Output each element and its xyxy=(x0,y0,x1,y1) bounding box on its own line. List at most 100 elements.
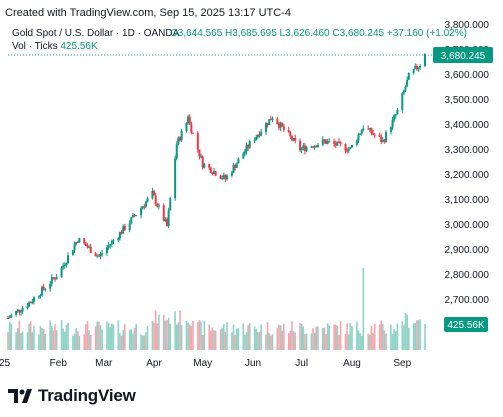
candle-body xyxy=(213,171,216,174)
candle-body xyxy=(404,86,407,91)
tradingview-logo-icon xyxy=(8,389,32,403)
time-axis[interactable]: 2025 Feb Mar Apr May Jun Jul Aug Sep xyxy=(0,358,412,369)
candle-body xyxy=(71,250,74,256)
volume-bar xyxy=(357,330,360,350)
volume-bar xyxy=(133,327,136,350)
volume-bar xyxy=(253,326,256,350)
candle-body xyxy=(49,283,52,289)
candle-body xyxy=(391,119,394,128)
candle-body xyxy=(253,140,256,142)
candle-body xyxy=(389,127,392,133)
candle-body xyxy=(10,314,13,318)
volume-bar xyxy=(83,334,86,350)
volume-bar xyxy=(132,333,134,350)
candle-body xyxy=(62,265,65,268)
close-value: 3,680.245 xyxy=(339,28,385,39)
volume-bar xyxy=(140,334,142,350)
volume-bar xyxy=(28,323,30,350)
candle-body xyxy=(243,151,246,154)
volume-bar xyxy=(197,322,199,350)
candle-body xyxy=(380,136,383,142)
volume-bar xyxy=(109,327,112,350)
symbol-title[interactable]: Gold Spot / U.S. Dollar · 1D · OANDA xyxy=(12,28,180,39)
time-tick-label: 2025 xyxy=(0,358,11,369)
volume-bar xyxy=(232,324,235,350)
volume-bar xyxy=(187,322,189,350)
candle-body xyxy=(393,115,396,120)
candle-body xyxy=(424,54,426,66)
volume-bar xyxy=(124,324,126,350)
candle-body xyxy=(346,150,349,152)
volume-bar xyxy=(278,324,280,350)
candle-body xyxy=(383,140,386,142)
candle-body xyxy=(419,65,422,68)
volume-bar xyxy=(117,320,120,350)
candle-body xyxy=(230,172,233,176)
candle-body xyxy=(255,136,258,141)
volume-legend[interactable]: Vol · Ticks 425.56K xyxy=(12,41,98,52)
candle-body xyxy=(198,149,201,157)
volume-bar xyxy=(55,330,58,350)
time-tick-label: Aug xyxy=(343,358,361,369)
volume-bar xyxy=(351,326,353,350)
volume-bar xyxy=(151,320,154,350)
candle-body xyxy=(303,145,306,151)
candle-body xyxy=(396,109,399,115)
candle-body xyxy=(167,210,170,227)
volume-bar xyxy=(86,321,89,350)
volume-bar xyxy=(188,324,191,350)
open-value: 3,644.565 xyxy=(177,28,223,39)
candle-body xyxy=(15,310,18,315)
candle-body xyxy=(42,286,45,290)
candle-body xyxy=(26,306,29,308)
candle-body xyxy=(65,262,68,266)
candle-body xyxy=(247,145,250,148)
volume-bar xyxy=(10,323,13,350)
volume-bar xyxy=(414,322,417,350)
candle-body xyxy=(190,123,193,133)
volume-bar xyxy=(321,327,324,350)
volume-bar xyxy=(15,332,17,350)
candle-body xyxy=(175,144,178,159)
candle-body xyxy=(120,231,123,234)
time-tick-label: Jun xyxy=(245,358,261,369)
volume-bar xyxy=(344,333,347,350)
candle-body xyxy=(128,223,131,231)
candle-body xyxy=(97,255,100,257)
candle-body xyxy=(75,241,78,245)
candle-body xyxy=(41,286,44,296)
volume-bar xyxy=(96,321,99,350)
volume-bar xyxy=(135,324,137,350)
volume-bar xyxy=(122,329,125,350)
volume-bar xyxy=(75,328,77,350)
volume-bar xyxy=(20,332,22,350)
volume-bar xyxy=(326,323,329,350)
candle-body xyxy=(54,278,57,280)
volume-bar xyxy=(234,334,236,350)
candle-body xyxy=(344,144,347,151)
candle-body xyxy=(83,238,86,244)
time-tick-label: Jul xyxy=(295,358,308,369)
volume-bar xyxy=(7,332,9,350)
candle-body xyxy=(118,231,121,239)
volume-last-label: 425.56K xyxy=(444,317,488,332)
candle-body xyxy=(89,246,92,253)
volume-bar xyxy=(224,331,227,350)
volume-bar xyxy=(85,323,87,350)
candle-body xyxy=(109,244,112,246)
volume-bar xyxy=(145,332,147,350)
candle-body xyxy=(282,126,285,130)
volume-bar xyxy=(304,334,306,350)
volume-bar xyxy=(279,325,282,350)
candle-body xyxy=(169,198,172,211)
volume-bar xyxy=(174,311,176,350)
volume-label: Vol · Ticks xyxy=(12,41,58,52)
candle-body xyxy=(300,148,303,151)
volume-bar xyxy=(38,334,40,350)
tradingview-logo[interactable]: TradingView xyxy=(8,384,136,408)
candle-body xyxy=(221,178,224,180)
candle-body xyxy=(99,253,102,257)
volume-bar xyxy=(31,332,34,350)
candle-body xyxy=(289,132,292,137)
